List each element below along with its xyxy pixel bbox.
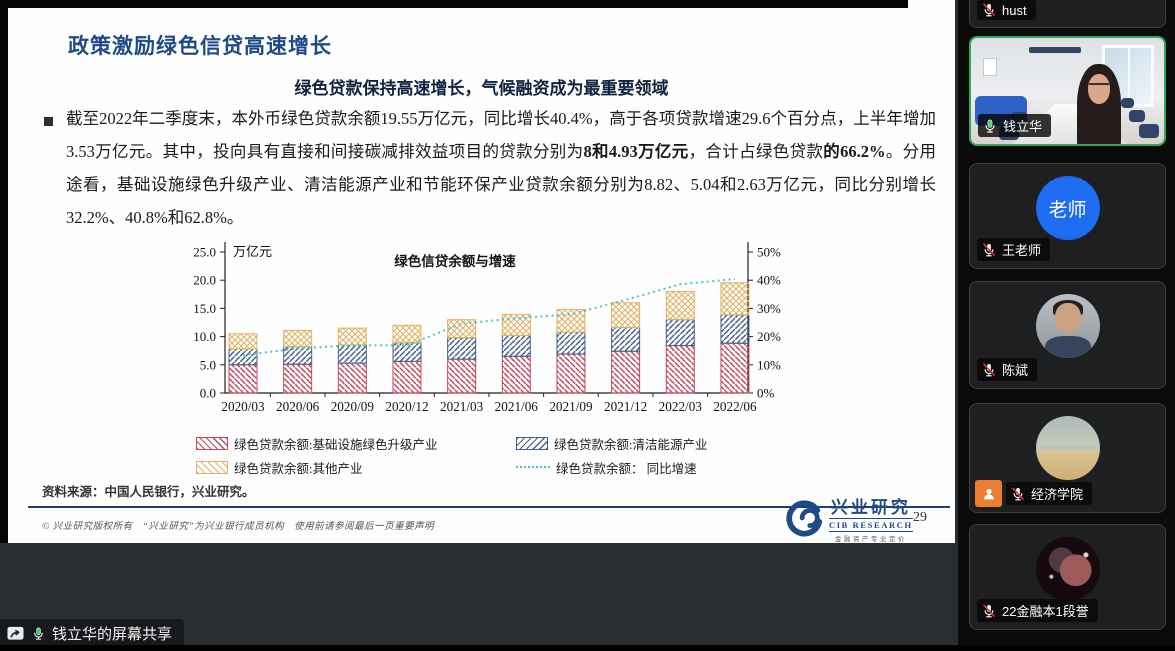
slide-title: 政策激励绿色信贷高速增长 [68,34,332,58]
legend-item-other: 绿色贷款余额:其他产业 [196,458,516,477]
participant-name: 经济学院 [1031,487,1084,502]
presentation-slide: 政策激励绿色信贷高速增长 绿色贷款保持高速增长，气候融资成为最重要领域 截至20… [8,0,955,543]
legend-item-infrastructure: 绿色贷款余额:基础设施绿色升级产业 [196,434,516,453]
footer-disclaimer: © 兴业研究版权所有 “兴业研究”为兴业银行成员机构 使用前请参阅最后一页重要声… [42,522,435,532]
participant-tile-qianlihua[interactable]: 钱立华 [969,36,1166,146]
avatar-photo [1035,537,1100,601]
participant-name-chip: 陈斌 [977,358,1038,381]
person-icon [983,488,994,499]
svg-text:2022/06: 2022/06 [713,399,757,414]
participant-tile-jingjixueyuan[interactable]: 经济学院 [969,403,1166,513]
legend-label: 绿色贷款余额:其他产业 [234,461,363,476]
participant-name-chip: 经济学院 [1006,482,1093,505]
svg-text:25.0: 25.0 [193,245,216,260]
participant-name: 王老师 [1002,243,1042,258]
svg-text:2020/03: 2020/03 [221,399,265,414]
svg-text:2020/06: 2020/06 [276,399,320,414]
participant-name-chip: hust [977,0,1036,20]
participant-name-chip: 钱立华 [978,114,1052,137]
bullet-paragraph: 截至2022年二季度末，本外币绿色贷款余额19.55万亿元，同比增长40.4%，… [66,109,937,227]
svg-text:10.0: 10.0 [193,329,216,344]
participant-name: 钱立华 [1003,119,1043,134]
legend-item-yoy-growth: 绿色贷款余额： 同比增速 [516,458,697,477]
svg-text:20.0: 20.0 [193,273,216,288]
page-number: 29 [913,510,927,525]
svg-text:2021/09: 2021/09 [549,399,593,414]
bullet-marker [44,117,53,126]
participant-name: 陈斌 [1002,363,1029,378]
svg-text:2020/12: 2020/12 [385,399,428,414]
svg-text:10%: 10% [757,357,781,372]
mic-muted-icon [983,3,995,17]
svg-text:绿色信贷余额与增速: 绿色信贷余额与增速 [394,253,516,269]
svg-text:2021/06: 2021/06 [495,399,539,414]
participant-name-chip: 王老师 [977,238,1051,261]
legend-swatch-blue-hatch [516,436,548,450]
chart-legend: 绿色贷款余额:基础设施绿色升级产业 绿色贷款余额:清洁能源产业 绿色贷款余额:其… [196,431,813,479]
green-credit-chart: 0.0 5.0 10.0 15.0 20.0 25.0 0% 10% 20% 30% 40% 50% 万… [163,208,813,479]
participant-tile-hust[interactable]: hust [969,0,1166,28]
svg-text:2021/12: 2021/12 [604,399,647,414]
cib-logo-icon [786,500,823,537]
participant-name: hust [1002,2,1027,18]
svg-text:40%: 40% [757,273,781,288]
logo-tagline: 金融资产专业定价 [834,535,907,543]
avatar-photo [1035,294,1100,358]
svg-text:2020/09: 2020/09 [331,399,375,414]
slide-top-black-bar [0,0,908,8]
legend-item-clean-energy: 绿色贷款余额:清洁能源产业 [516,434,707,453]
participant-tile-wanglaoshi[interactable]: 老师 王老师 [969,163,1166,269]
svg-text:20%: 20% [757,329,781,344]
logo-en-text: CIB RESEARCH [829,519,913,532]
slide-left-black-bar [0,0,8,543]
video-preview [971,38,1164,144]
mic-active-icon [985,119,995,133]
bottom-bar [0,645,1175,651]
svg-text:0.0: 0.0 [200,386,216,401]
slide-subtitle: 绿色贷款保持高速增长，气候融资成为最重要领域 [294,79,669,98]
mic-muted-icon [983,363,995,376]
legend-label: 绿色贷款余额:清洁能源产业 [554,437,708,452]
cib-research-logo: 兴业研究 CIB RESEARCH 金融资产专业定价 [786,498,913,543]
logo-cn-text: 兴业研究 [829,498,913,519]
legend-label: 绿色贷款余额： 同比增速 [556,461,697,476]
chart-plot: 0.0 5.0 10.0 15.0 20.0 25.0 0% 10% 20% 30% 40% 50% 万… [193,242,781,414]
participant-name: 22金融本1段誉 [1002,604,1089,619]
screen-share-view: 政策激励绿色信贷高速增长 绿色贷款保持高速增长，气候融资成为最重要领域 截至20… [0,0,958,651]
svg-text:15.0: 15.0 [193,301,216,316]
share-banner-label: 钱立华的屏幕共享 [52,625,173,643]
participant-name-chip: 22金融本1段誉 [977,599,1098,622]
svg-text:30%: 30% [757,301,781,316]
svg-text:50%: 50% [757,245,781,260]
mic-muted-icon [983,604,995,617]
share-screen-icon [7,626,24,640]
mic-active-icon [34,627,43,640]
participants-sidebar: hust [958,0,1175,651]
avatar-photo [1035,416,1100,480]
svg-text:万亿元: 万亿元 [233,244,272,259]
participant-tile-duanyu[interactable]: 22金融本1段誉 [969,524,1166,630]
legend-swatch-red-hatch [196,436,228,450]
mic-muted-icon [983,243,995,256]
source-note: 资料来源：中国人民银行，兴业研究。 [42,485,255,499]
legend-swatch-dotted-line [516,466,550,468]
host-badge [975,480,1002,507]
slide-divider [28,506,950,508]
participant-tile-chenbin[interactable]: 陈斌 [969,281,1166,389]
mic-muted-icon [1012,487,1024,500]
avatar-initials: 老师 [1035,176,1100,240]
svg-text:0%: 0% [757,386,775,401]
legend-swatch-yellow-hatch [196,460,228,474]
legend-label: 绿色贷款余额:基础设施绿色升级产业 [234,437,438,452]
screen-share-pill[interactable]: 钱立华的屏幕共享 [0,619,185,647]
svg-text:2021/03: 2021/03 [440,399,484,414]
svg-text:5.0: 5.0 [200,357,216,372]
svg-text:2022/03: 2022/03 [659,399,703,414]
